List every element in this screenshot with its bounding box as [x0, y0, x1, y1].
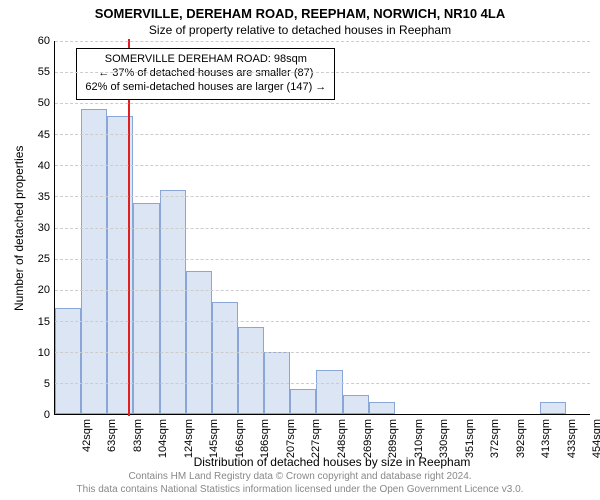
gridline	[55, 321, 590, 322]
y-tick-label: 35	[38, 191, 50, 203]
y-tick-label: 60	[38, 35, 50, 47]
histogram-bar	[212, 302, 238, 414]
y-tick-label: 10	[38, 347, 50, 359]
histogram-bar	[316, 370, 342, 414]
copyright-text: Contains HM Land Registry data © Crown c…	[10, 471, 590, 496]
histogram-bar	[55, 308, 81, 414]
page-subtitle: Size of property relative to detached ho…	[10, 23, 590, 37]
gridline	[55, 165, 590, 166]
x-tick-label: 124sqm	[183, 419, 195, 458]
y-axis: 051015202530354045505560	[28, 41, 54, 415]
x-tick-label: 433sqm	[566, 419, 578, 458]
gridline	[55, 72, 590, 73]
annotation-line-2: ← 37% of detached houses are smaller (87…	[85, 67, 326, 81]
histogram-bar	[540, 402, 566, 414]
x-tick-label: 289sqm	[387, 419, 399, 458]
y-tick-label: 30	[38, 222, 50, 234]
y-axis-label: Number of detached properties	[10, 41, 28, 415]
histogram-bar	[81, 109, 107, 414]
histogram-bar	[238, 327, 264, 414]
x-tick-label: 63sqm	[106, 419, 118, 452]
x-tick-label: 145sqm	[208, 419, 220, 458]
y-tick-label: 45	[38, 129, 50, 141]
y-tick-label: 50	[38, 97, 50, 109]
y-tick-label: 0	[44, 409, 50, 421]
histogram-plot: SOMERVILLE DEREHAM ROAD: 98sqm ← 37% of …	[54, 41, 590, 415]
histogram-bar	[290, 389, 316, 414]
x-tick-label: 104sqm	[157, 419, 169, 458]
y-tick-label: 5	[44, 378, 50, 390]
y-tick-label: 15	[38, 316, 50, 328]
x-tick-label: 42sqm	[81, 419, 93, 452]
gridline	[55, 134, 590, 135]
gridline	[55, 228, 590, 229]
gridline	[55, 290, 590, 291]
x-tick-label: 248sqm	[336, 419, 348, 458]
histogram-bar	[369, 402, 395, 414]
copyright-line-2: This data contains National Statistics i…	[10, 484, 590, 497]
page-title: SOMERVILLE, DEREHAM ROAD, REEPHAM, NORWI…	[10, 6, 590, 21]
annotation-box: SOMERVILLE DEREHAM ROAD: 98sqm ← 37% of …	[76, 48, 335, 99]
chart-area: Number of detached properties 0510152025…	[10, 41, 590, 415]
x-tick-label: 207sqm	[285, 419, 297, 458]
copyright-line-1: Contains HM Land Registry data © Crown c…	[10, 471, 590, 484]
gridline	[55, 259, 590, 260]
x-tick-label: 392sqm	[515, 419, 527, 458]
y-tick-label: 20	[38, 284, 50, 296]
histogram-bar	[186, 271, 212, 414]
x-tick-label: 166sqm	[234, 419, 246, 458]
gridline	[55, 196, 590, 197]
x-tick-label: 330sqm	[438, 419, 450, 458]
x-axis: Distribution of detached houses by size …	[64, 415, 600, 469]
x-tick-label: 310sqm	[413, 419, 425, 458]
gridline	[55, 103, 590, 104]
x-tick-label: 186sqm	[259, 419, 271, 458]
y-tick-label: 25	[38, 253, 50, 265]
annotation-line-3: 62% of semi-detached houses are larger (…	[85, 81, 326, 95]
x-tick-label: 351sqm	[464, 419, 476, 458]
x-tick-label: 83sqm	[132, 419, 144, 452]
x-tick-label: 454sqm	[591, 419, 600, 458]
histogram-bar	[160, 190, 186, 414]
gridline	[55, 383, 590, 384]
y-tick-label: 40	[38, 160, 50, 172]
y-tick-label: 55	[38, 66, 50, 78]
x-tick-label: 372sqm	[489, 419, 501, 458]
gridline	[55, 41, 590, 42]
annotation-line-1: SOMERVILLE DEREHAM ROAD: 98sqm	[85, 53, 326, 67]
histogram-bar	[343, 395, 369, 414]
gridline	[55, 352, 590, 353]
x-tick-label: 413sqm	[540, 419, 552, 458]
x-tick-label: 269sqm	[362, 419, 374, 458]
x-tick-label: 227sqm	[310, 419, 322, 458]
